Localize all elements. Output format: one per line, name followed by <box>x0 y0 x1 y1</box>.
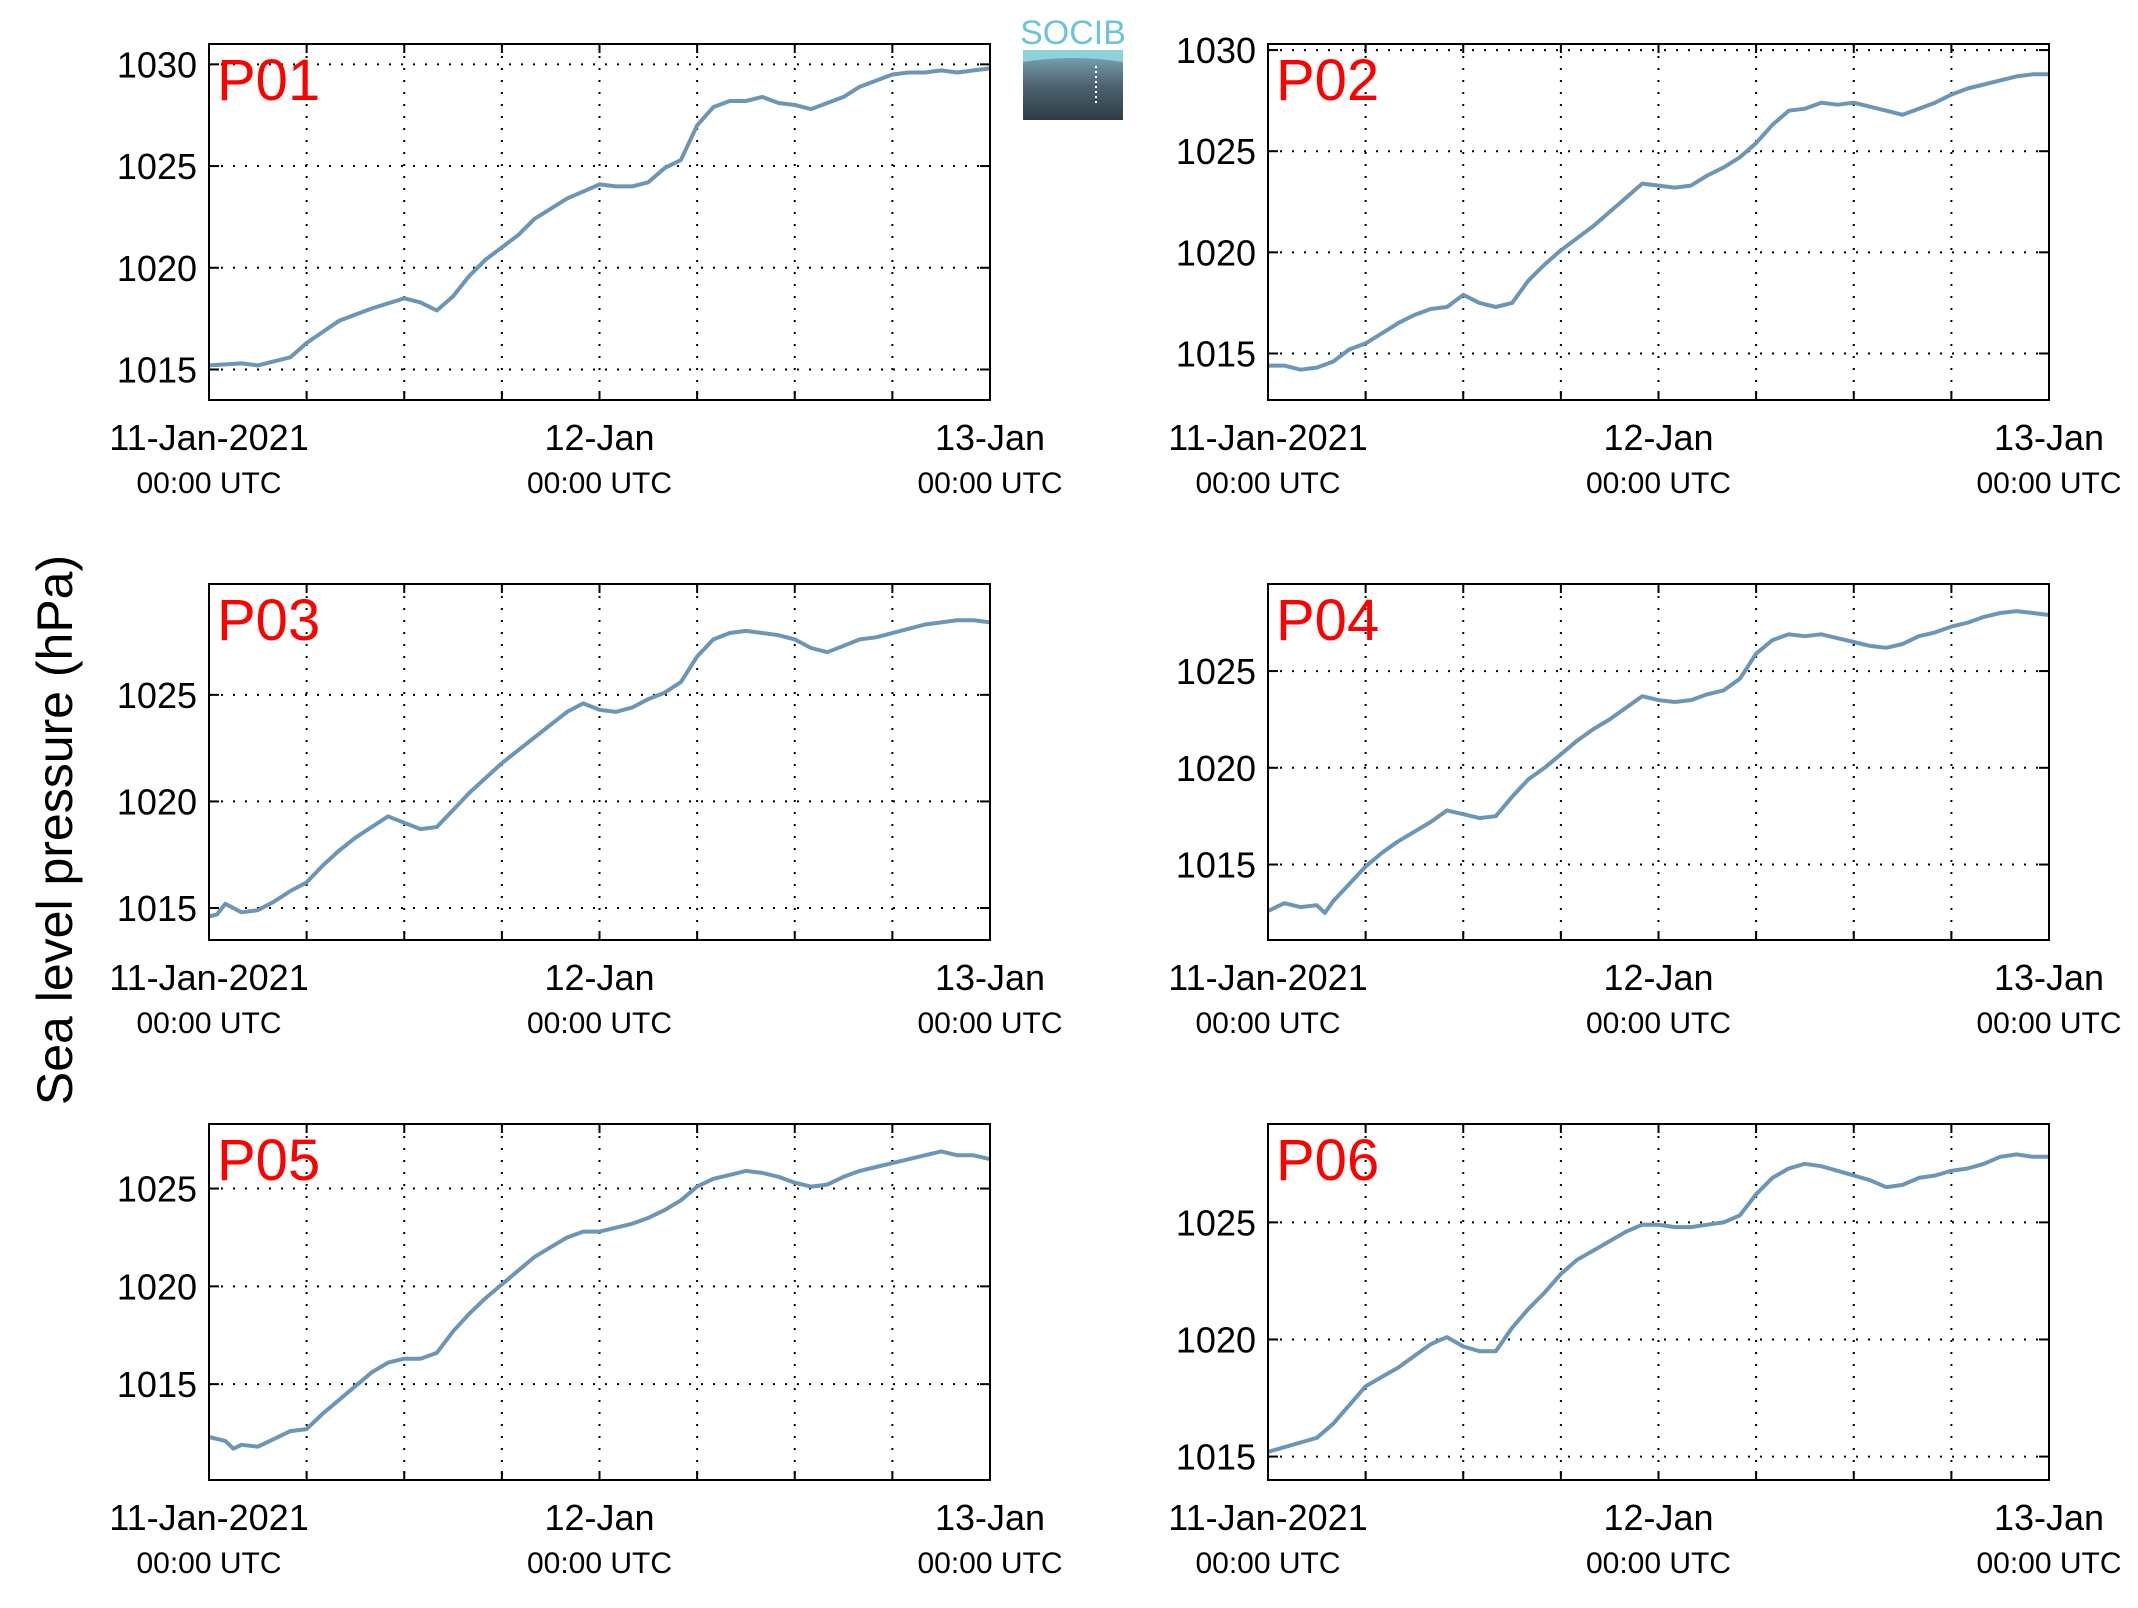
x-tick-label: 13-Jan <box>935 957 1045 998</box>
y-tick-label: 1015 <box>1176 1437 1256 1478</box>
y-tick-label: 1020 <box>117 781 197 822</box>
x-tick-sublabel: 00:00 UTC <box>1976 1007 2121 1040</box>
y-tick-label: 1015 <box>117 349 197 390</box>
station-label: P03 <box>217 588 320 653</box>
x-tick-label: 12-Jan <box>1603 1497 1713 1538</box>
x-tick-label: 13-Jan <box>1994 957 2104 998</box>
y-tick-label: 1015 <box>1176 333 1256 374</box>
x-tick-sublabel: 00:00 UTC <box>1586 1007 1731 1040</box>
y-tick-label: 1020 <box>117 248 197 289</box>
y-tick-label: 1030 <box>1176 30 1256 71</box>
y-tick-label: 1020 <box>1176 1319 1256 1360</box>
x-tick-sublabel: 00:00 UTC <box>1976 1547 2121 1580</box>
x-tick-sublabel: 00:00 UTC <box>136 1547 281 1580</box>
series-line <box>208 66 991 368</box>
plot-frame <box>1267 43 2050 401</box>
logo-text: SOCIB <box>1020 14 1126 52</box>
x-tick-sublabel: 00:00 UTC <box>136 1007 281 1040</box>
plot-frame <box>208 583 991 941</box>
y-tick-label: 1025 <box>1176 1202 1256 1243</box>
x-tick-sublabel: 00:00 UTC <box>527 467 672 500</box>
y-tick-label: 1030 <box>117 44 197 85</box>
y-tick-label: 1020 <box>117 1266 197 1307</box>
x-tick-sublabel: 00:00 UTC <box>527 1007 672 1040</box>
x-tick-sublabel: 00:00 UTC <box>136 467 281 500</box>
y-tick-label: 1020 <box>1176 232 1256 273</box>
x-tick-label: 11-Jan-2021 <box>1168 957 1367 998</box>
panel-p02: 1015 1020 1025 1030 11-Jan-2021 00:00 UTC 12-J… <box>1168 30 2121 500</box>
x-tick-sublabel: 00:00 UTC <box>1586 1547 1731 1580</box>
x-tick-label: 11-Jan-2021 <box>109 957 308 998</box>
y-tick-label: 1015 <box>117 888 197 929</box>
series-line <box>208 618 991 919</box>
x-tick-label: 12-Jan <box>544 957 654 998</box>
y-tick-label: 1020 <box>1176 748 1256 789</box>
y-tick-label: 1025 <box>117 675 197 716</box>
panel-p01: 1015 1020 1025 1030 11-Jan-2021 00:00 UTC 12-J… <box>109 43 1063 500</box>
x-tick-label: 12-Jan <box>544 1497 654 1538</box>
x-tick-label: 12-Jan <box>544 417 654 458</box>
y-tick-label: 1025 <box>117 146 197 187</box>
x-tick-label: 13-Jan <box>935 417 1045 458</box>
plot-frame <box>1267 1123 2050 1481</box>
y-tick-label: 1025 <box>1176 651 1256 692</box>
x-tick-label: 11-Jan-2021 <box>1168 417 1367 458</box>
x-tick-sublabel: 00:00 UTC <box>1195 1547 1340 1580</box>
series-line <box>208 1149 991 1451</box>
x-tick-sublabel: 00:00 UTC <box>917 467 1062 500</box>
y-tick-label: 1025 <box>117 1169 197 1210</box>
y-tick-label: 1025 <box>1176 131 1256 172</box>
x-tick-sublabel: 00:00 UTC <box>1586 467 1731 500</box>
x-tick-label: 11-Jan-2021 <box>109 1497 308 1538</box>
x-tick-sublabel: 00:00 UTC <box>917 1007 1062 1040</box>
x-tick-sublabel: 00:00 UTC <box>917 1547 1062 1580</box>
panel-p03: 1015 1020 1025 11-Jan-2021 00:00 UTC 12-Jan 00… <box>109 583 1063 1040</box>
x-tick-label: 13-Jan <box>1994 417 2104 458</box>
x-tick-label: 12-Jan <box>1603 417 1713 458</box>
plot-frame <box>208 1123 991 1481</box>
panel-p04: 1015 1020 1025 11-Jan-2021 00:00 UTC 12-Jan 00… <box>1168 583 2122 1040</box>
y-tick-label: 1015 <box>117 1364 197 1405</box>
station-label: P04 <box>1276 588 1379 653</box>
y-tick-label: 1015 <box>1176 845 1256 886</box>
panel-p06: 1015 1020 1025 11-Jan-2021 00:00 UTC 12-Jan 00… <box>1168 1123 2122 1580</box>
station-label: P01 <box>217 48 320 113</box>
plot-frame <box>1267 583 2050 941</box>
panel-p05: 1015 1020 1025 11-Jan-2021 00:00 UTC 12-Jan 00… <box>109 1123 1063 1580</box>
socib-logo: SOCIB <box>1020 14 1126 120</box>
station-label: P05 <box>217 1128 320 1193</box>
x-tick-sublabel: 00:00 UTC <box>1195 1007 1340 1040</box>
series-line <box>1268 72 2049 372</box>
x-tick-label: 11-Jan-2021 <box>109 417 308 458</box>
x-tick-label: 13-Jan <box>935 1497 1045 1538</box>
station-label: P06 <box>1276 1128 1379 1193</box>
series-line <box>1267 1152 2049 1454</box>
x-tick-sublabel: 00:00 UTC <box>1976 467 2121 500</box>
x-tick-label: 11-Jan-2021 <box>1168 1497 1367 1538</box>
x-tick-label: 13-Jan <box>1994 1497 2104 1538</box>
x-tick-label: 12-Jan <box>1603 957 1713 998</box>
series-line <box>1267 609 2050 915</box>
plot-frame <box>208 43 991 401</box>
x-tick-sublabel: 00:00 UTC <box>527 1547 672 1580</box>
x-tick-sublabel: 00:00 UTC <box>1195 467 1340 500</box>
y-axis-label: Sea level pressure (hPa) <box>27 555 83 1105</box>
station-label: P02 <box>1276 48 1379 113</box>
